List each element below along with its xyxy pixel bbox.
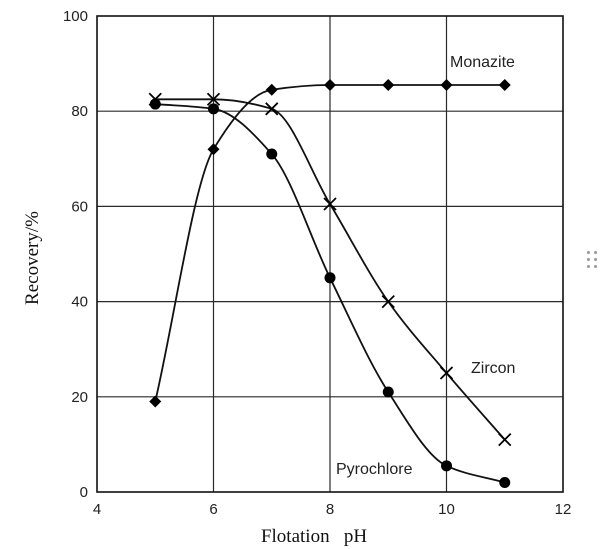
marker-zircon-ph8 xyxy=(323,197,337,211)
marker-pyrochlore-ph9 xyxy=(382,386,394,398)
y-tick-label-20: 20 xyxy=(71,389,88,406)
marker-zircon-ph6-b xyxy=(206,92,221,106)
marker-zircon-ph11-b xyxy=(498,433,512,447)
x-tick-label-6: 6 xyxy=(209,501,217,518)
marker-pyrochlore-ph10 xyxy=(441,460,452,472)
marker-monazite-ph9 xyxy=(382,79,395,92)
marker-zircon-ph6 xyxy=(206,92,221,106)
drag-handle-icon[interactable] xyxy=(584,248,602,272)
plot-frame xyxy=(96,15,564,493)
tick-labels: 4 6 8 10 12 0 20 40 60 80 100 xyxy=(63,8,571,518)
series-label-monazite: Monazite xyxy=(450,54,515,71)
series-line-monazite xyxy=(154,84,505,402)
marker-pyrochlore-ph8 xyxy=(324,272,336,284)
plot-border xyxy=(96,15,564,493)
series-label-zircon: Zircon xyxy=(471,360,515,377)
y-tick-label-0: 0 xyxy=(80,484,88,501)
y-tick-label-40: 40 xyxy=(71,294,88,311)
marker-pyrochlore-ph11 xyxy=(499,476,511,488)
data-markers xyxy=(148,79,512,488)
marker-zircon-ph9 xyxy=(381,294,395,309)
marker-monazite-ph8 xyxy=(324,79,336,92)
y-tick-label-80: 80 xyxy=(71,103,88,120)
x-tick-label-10: 10 xyxy=(438,501,455,518)
marker-monazite-ph6 xyxy=(207,143,220,156)
x-tick-label-12: 12 xyxy=(555,501,572,518)
marker-monazite-ph11 xyxy=(498,79,511,92)
marker-zircon-ph9-b xyxy=(381,294,395,309)
x-axis-label: Flotation pH xyxy=(261,526,367,547)
x-tick-label-4: 4 xyxy=(93,501,101,518)
marker-zircon-ph10-b xyxy=(439,366,454,380)
x-tick-label-8: 8 xyxy=(326,501,334,518)
marker-zircon-ph11 xyxy=(498,433,512,447)
y-tick-label-60: 60 xyxy=(71,198,88,215)
marker-zircon-ph7 xyxy=(265,102,279,116)
series-label-pyrochlore: Pyrochlore xyxy=(336,461,413,478)
marker-monazite-ph5 xyxy=(149,395,162,408)
marker-zircon-ph10 xyxy=(439,366,454,380)
marker-monazite-ph7 xyxy=(265,83,278,96)
marker-pyrochlore-ph6 xyxy=(208,103,219,115)
marker-monazite-ph10 xyxy=(440,79,453,92)
marker-pyrochlore-ph5 xyxy=(149,98,161,110)
marker-zircon-ph8-b xyxy=(323,197,337,211)
marker-pyrochlore-ph7 xyxy=(266,148,278,160)
marker-zircon-ph7-b xyxy=(265,102,279,116)
y-axis-label: Recovery/% xyxy=(22,211,43,305)
y-tick-label-100: 100 xyxy=(63,8,88,25)
